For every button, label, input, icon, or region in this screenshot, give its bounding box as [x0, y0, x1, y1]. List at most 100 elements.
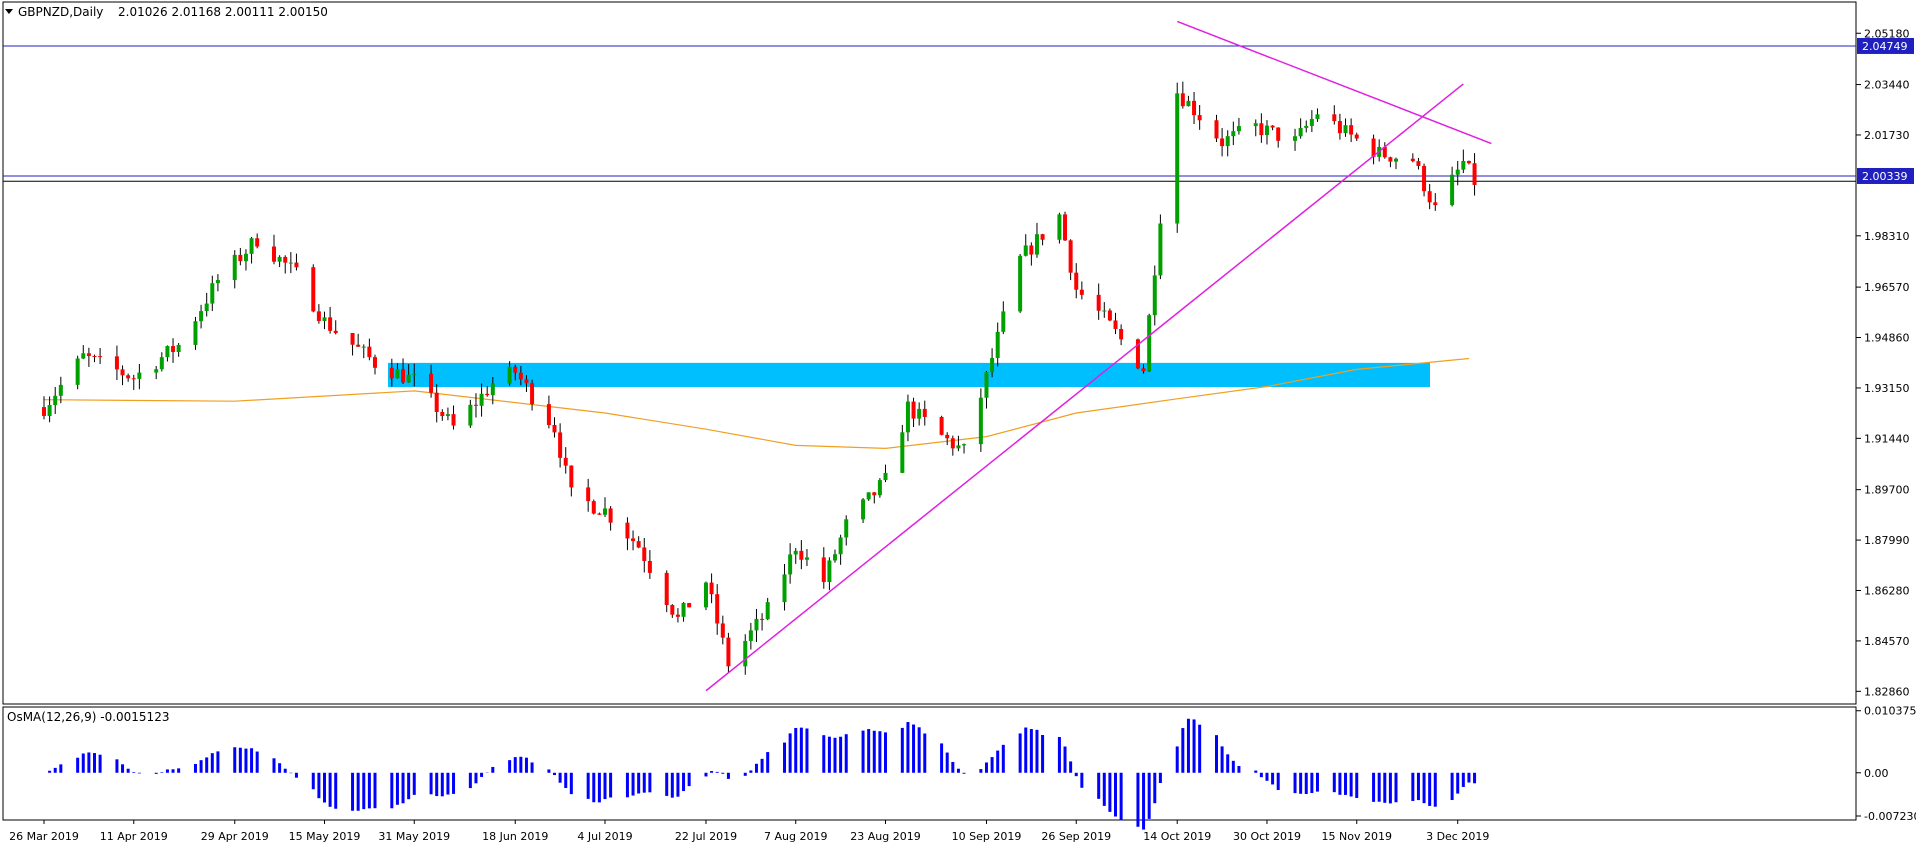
- candle-body: [1388, 157, 1393, 162]
- osma-label: OsMA(12,26,9) -0.0015123: [7, 710, 169, 724]
- candle-body: [939, 416, 944, 435]
- candle-body: [1293, 136, 1298, 141]
- candle-body: [1113, 320, 1118, 329]
- candle-body: [1298, 127, 1303, 137]
- candle-body: [1343, 125, 1348, 134]
- moving-average-line: [43, 357, 1469, 450]
- candle-body: [490, 383, 495, 396]
- candle-body: [760, 618, 765, 620]
- candle-body: [962, 444, 967, 446]
- candle-body: [1141, 368, 1146, 372]
- candle-body: [485, 393, 490, 396]
- x-tick-label: 11 Apr 2019: [100, 830, 168, 843]
- candle-body: [1220, 138, 1225, 147]
- x-tick-label: 30 Oct 2019: [1233, 830, 1301, 843]
- candle-body: [507, 366, 512, 384]
- candle-body: [434, 392, 439, 412]
- y-tick-label: 2.03440: [1864, 79, 1910, 92]
- candle-body: [647, 560, 652, 573]
- candle-body: [412, 373, 417, 375]
- trendline[interactable]: [1176, 20, 1492, 145]
- candle-body: [1466, 160, 1471, 164]
- candle-body: [984, 372, 989, 398]
- candle-body: [1450, 174, 1455, 206]
- candle-body: [1119, 328, 1124, 340]
- x-tick-label: 14 Oct 2019: [1143, 830, 1211, 843]
- candle-body: [1180, 93, 1185, 107]
- candle-body: [232, 254, 237, 281]
- candle-body: [215, 280, 220, 284]
- candle-body: [243, 253, 248, 262]
- candle-body: [333, 330, 338, 334]
- candle-body: [765, 602, 770, 620]
- candle-body: [479, 393, 484, 406]
- candle-body: [900, 432, 905, 473]
- candle-body: [625, 522, 630, 539]
- candle-body: [1034, 234, 1039, 255]
- x-tick-label: 31 May 2019: [378, 830, 450, 843]
- candle-body: [1225, 136, 1230, 147]
- candle-body: [950, 438, 955, 449]
- candle-body: [1427, 191, 1432, 203]
- candle-body: [917, 408, 922, 419]
- collapse-triangle-icon[interactable]: [5, 9, 13, 14]
- candle-body: [664, 572, 669, 606]
- x-tick-label: 26 Mar 2019: [9, 830, 79, 843]
- candle-body: [42, 407, 46, 416]
- candle-body: [591, 501, 596, 514]
- candle-body: [513, 366, 518, 373]
- candle-body: [552, 424, 557, 433]
- y-tick-label: 1.89700: [1864, 484, 1910, 497]
- x-tick-label: 22 Jul 2019: [675, 830, 737, 843]
- candle-body: [126, 375, 131, 379]
- candle-body: [154, 369, 159, 373]
- candle-body: [569, 465, 574, 488]
- candle-body: [1214, 120, 1219, 139]
- trendline[interactable]: [705, 83, 1464, 692]
- candle-body: [1135, 339, 1140, 369]
- candle-body: [1197, 115, 1202, 121]
- candle-body: [288, 262, 293, 264]
- candle-body: [1236, 126, 1241, 132]
- candle-body: [1315, 114, 1320, 119]
- candle-body: [788, 554, 793, 575]
- support-zone: [388, 362, 1430, 388]
- candle-body: [193, 321, 198, 345]
- candle-body: [905, 401, 910, 433]
- candle-body: [445, 414, 450, 417]
- candle-body: [743, 640, 748, 667]
- candle-body: [356, 344, 361, 347]
- candle-body: [872, 492, 877, 496]
- candle-body: [1192, 100, 1197, 116]
- candle-body: [675, 614, 680, 617]
- candle-body: [1371, 138, 1376, 157]
- y-tick-label: 1.91440: [1864, 432, 1910, 445]
- candle-body: [709, 582, 714, 595]
- candle-body: [833, 554, 838, 561]
- candle-body: [1354, 134, 1359, 139]
- candle-body: [92, 356, 97, 358]
- candle-body: [406, 374, 411, 383]
- candle-body: [176, 344, 181, 352]
- candle-body: [389, 367, 394, 379]
- candle-body: [782, 574, 787, 603]
- candle-body: [922, 408, 927, 417]
- indicator-pane-frame: [2, 706, 1857, 821]
- y-tick-label: 1.93150: [1864, 382, 1910, 395]
- candle-body: [1102, 310, 1107, 312]
- candle-body: [1079, 289, 1084, 295]
- ohlc-readout: 2.01026 2.01168 2.00111 2.00150: [118, 5, 328, 19]
- osma-y-tick-label: 0.0103752: [1864, 705, 1916, 718]
- candle-body: [395, 369, 400, 379]
- candle-body: [1382, 146, 1387, 158]
- candle-body: [1422, 165, 1427, 192]
- candle-body: [1309, 118, 1314, 126]
- candle-body: [636, 541, 641, 548]
- candle-body: [518, 372, 523, 380]
- candle-body: [1304, 125, 1309, 128]
- candle-body: [827, 560, 832, 583]
- candle-body: [530, 383, 535, 405]
- candle-body: [586, 487, 591, 502]
- candle-body: [1349, 125, 1354, 135]
